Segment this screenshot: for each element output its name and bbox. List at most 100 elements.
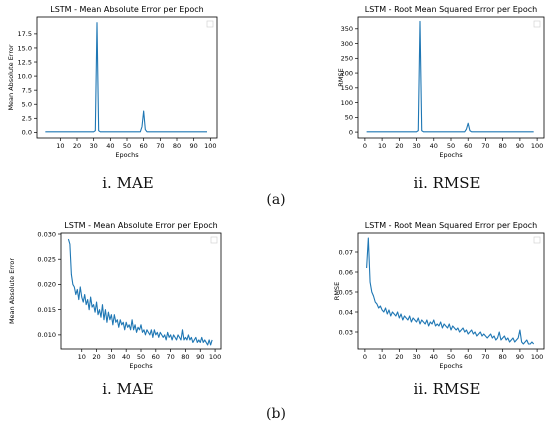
x-tick-label: 60 bbox=[464, 353, 472, 361]
x-tick-label: 100 bbox=[531, 353, 543, 361]
legend-box bbox=[210, 236, 218, 244]
y-tick-label: 150 bbox=[341, 84, 353, 92]
series-line-a-mae bbox=[45, 22, 207, 133]
x-tick-label: 20 bbox=[395, 142, 403, 150]
chart-caption-a-rmse: ii. RMSE bbox=[413, 174, 481, 192]
section-label-b: (b) bbox=[266, 406, 286, 422]
plot-frame bbox=[357, 232, 545, 350]
x-tick-label: 20 bbox=[73, 142, 81, 150]
chart-a-mae: 10 20 30 40 50 60 70 80 90 100 0.0 2.5 5.0 7.5 10.0 12.… bbox=[7, 5, 218, 159]
x-tick-label: 10 bbox=[378, 353, 386, 361]
plot-frame bbox=[36, 16, 218, 139]
chart-title: LSTM - Root Mean Squared Error per Epoch bbox=[365, 221, 537, 230]
y-axis-label: Mean Absolute Error bbox=[8, 258, 16, 324]
chart-a-rmse: 0 10 20 30 40 50 60 70 80 90 100 0 50 100 150 200 250 300… bbox=[337, 5, 545, 159]
x-tick-label: 80 bbox=[173, 142, 181, 150]
y-tick-label: 0.05 bbox=[339, 288, 353, 296]
x-tick-label: 40 bbox=[430, 353, 438, 361]
chart-caption-b-rmse: ii. RMSE bbox=[413, 380, 481, 398]
y-tick-label: 2.5 bbox=[22, 115, 32, 123]
x-tick-label: 80 bbox=[499, 353, 507, 361]
y-tick-label: 0.010 bbox=[37, 331, 56, 339]
x-axis-label: Epochs bbox=[129, 362, 153, 370]
series-line-a-rmse bbox=[366, 20, 534, 133]
y-tick-label: 0.020 bbox=[37, 281, 56, 289]
x-tick-label: 90 bbox=[516, 142, 524, 150]
x-tick-label: 60 bbox=[140, 142, 148, 150]
chart-b-mae: 10 20 30 40 50 60 70 80 90 100 0.010 0.015 0.020 0.02… bbox=[8, 221, 222, 370]
y-tick-label: 0.04 bbox=[339, 308, 353, 316]
y-tick-label: 0.03 bbox=[339, 328, 353, 336]
x-tick-label: 100 bbox=[204, 142, 216, 150]
chart-title: LSTM - Mean Absolute Error per Epoch bbox=[50, 5, 204, 14]
series-line-b-rmse bbox=[366, 237, 535, 345]
x-tick-label: 100 bbox=[531, 142, 543, 150]
plot-frame bbox=[60, 232, 222, 350]
chart-title: LSTM - Mean Absolute Error per Epoch bbox=[64, 221, 218, 230]
plot-frame bbox=[357, 16, 545, 139]
x-tick-label: 50 bbox=[447, 353, 455, 361]
x-axis-label: Epochs bbox=[439, 362, 463, 370]
y-tick-label: 0.07 bbox=[339, 248, 353, 256]
chart-b-rmse: 0 10 20 30 40 50 60 70 80 90 100 0.03 0.04 0.05 0.06 0.… bbox=[333, 221, 545, 370]
y-tick-label: 300 bbox=[341, 40, 353, 48]
x-tick-label: 70 bbox=[156, 142, 164, 150]
chart-title: LSTM - Root Mean Squared Error per Epoch bbox=[365, 5, 537, 14]
y-tick-label: 7.5 bbox=[22, 86, 32, 94]
x-tick-label: 30 bbox=[412, 353, 420, 361]
x-tick-label: 20 bbox=[395, 353, 403, 361]
x-tick-label: 100 bbox=[209, 353, 221, 361]
x-tick-label: 0 bbox=[363, 353, 367, 361]
x-tick-label: 30 bbox=[90, 142, 98, 150]
x-tick-label: 70 bbox=[481, 142, 489, 150]
x-tick-label: 40 bbox=[122, 353, 130, 361]
x-tick-label: 90 bbox=[516, 353, 524, 361]
x-tick-label: 60 bbox=[464, 142, 472, 150]
legend-box bbox=[533, 20, 541, 28]
y-tick-label: 0 bbox=[349, 128, 353, 136]
x-tick-label: 10 bbox=[78, 353, 86, 361]
x-tick-label: 30 bbox=[107, 353, 115, 361]
chart-caption-a-mae: i. MAE bbox=[102, 174, 154, 192]
y-tick-label: 100 bbox=[341, 99, 353, 107]
x-tick-label: 10 bbox=[56, 142, 64, 150]
x-tick-label: 40 bbox=[430, 142, 438, 150]
y-tick-label: 200 bbox=[341, 69, 353, 77]
section-label-a: (a) bbox=[266, 192, 286, 208]
x-tick-label: 90 bbox=[190, 142, 198, 150]
y-tick-label: 250 bbox=[341, 55, 353, 63]
y-tick-label: 0.030 bbox=[37, 230, 56, 238]
legend-box bbox=[533, 236, 541, 244]
x-tick-label: 30 bbox=[412, 142, 420, 150]
x-tick-label: 20 bbox=[92, 353, 100, 361]
x-tick-label: 0 bbox=[363, 142, 367, 150]
legend-box bbox=[206, 20, 214, 28]
y-axis-label: RMSE bbox=[333, 282, 341, 300]
x-tick-label: 80 bbox=[499, 142, 507, 150]
x-tick-label: 70 bbox=[166, 353, 174, 361]
y-tick-label: 0.015 bbox=[37, 306, 56, 314]
y-tick-label: 0.0 bbox=[22, 129, 32, 137]
x-tick-label: 50 bbox=[137, 353, 145, 361]
x-tick-label: 50 bbox=[447, 142, 455, 150]
x-tick-label: 50 bbox=[123, 142, 131, 150]
chart-caption-b-mae: i. MAE bbox=[102, 380, 154, 398]
x-axis-label: Epochs bbox=[115, 151, 139, 159]
x-axis-label: Epochs bbox=[439, 151, 463, 159]
y-axis-label: RMSE bbox=[337, 68, 345, 86]
y-tick-label: 0.025 bbox=[37, 256, 56, 264]
y-tick-label: 5.0 bbox=[22, 101, 32, 109]
x-tick-label: 90 bbox=[196, 353, 204, 361]
x-tick-label: 80 bbox=[181, 353, 189, 361]
x-tick-label: 40 bbox=[106, 142, 114, 150]
y-tick-label: 17.5 bbox=[18, 30, 32, 38]
y-tick-label: 50 bbox=[345, 114, 353, 122]
x-tick-label: 70 bbox=[481, 353, 489, 361]
y-tick-label: 15.0 bbox=[18, 44, 32, 52]
x-tick-label: 60 bbox=[152, 353, 160, 361]
series-line-b-mae bbox=[67, 238, 213, 346]
y-axis-label: Mean Absolute Error bbox=[7, 44, 15, 110]
y-tick-label: 350 bbox=[341, 25, 353, 33]
x-tick-label: 10 bbox=[378, 142, 386, 150]
